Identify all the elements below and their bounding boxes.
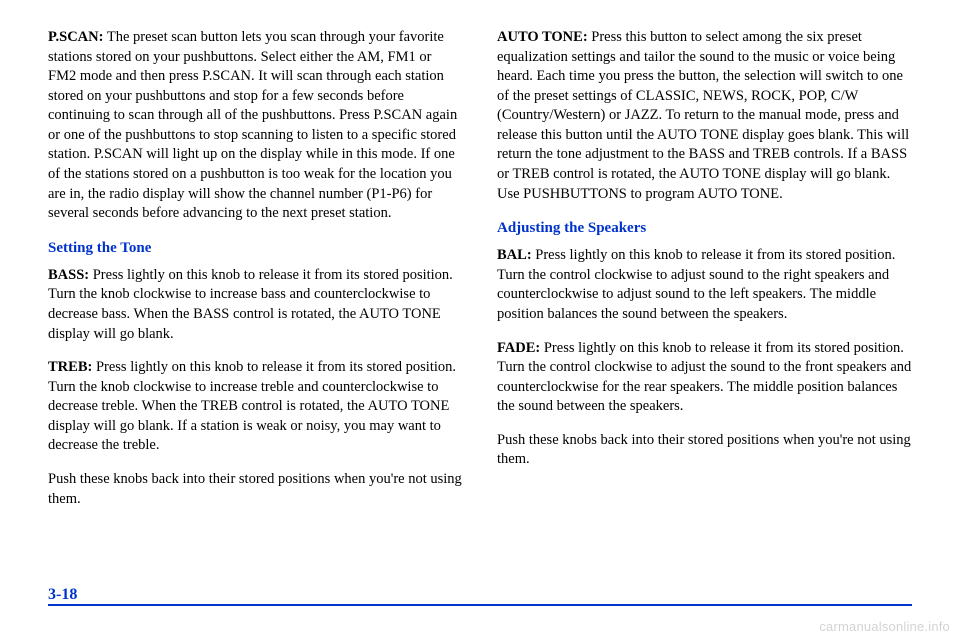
bass-label: BASS: — [48, 267, 89, 283]
autotone-text: Press this button to select among the si… — [497, 29, 909, 202]
adjusting-speakers-heading: Adjusting the Speakers — [497, 218, 912, 238]
right-column: AUTO TONE: Press this button to select a… — [497, 28, 912, 523]
two-column-layout: P.SCAN: The preset scan button lets you … — [48, 28, 912, 523]
autotone-label: AUTO TONE: — [497, 29, 588, 45]
right-push-note: Push these knobs back into their stored … — [497, 431, 912, 470]
watermark: carmanualsonline.info — [819, 619, 950, 634]
left-push-note: Push these knobs back into their stored … — [48, 470, 463, 509]
page: P.SCAN: The preset scan button lets you … — [0, 0, 960, 523]
autotone-paragraph: AUTO TONE: Press this button to select a… — [497, 28, 912, 204]
footer-rule — [48, 604, 912, 606]
bal-paragraph: BAL: Press lightly on this knob to relea… — [497, 246, 912, 324]
treb-paragraph: TREB: Press lightly on this knob to rele… — [48, 358, 463, 456]
pscan-paragraph: P.SCAN: The preset scan button lets you … — [48, 28, 463, 224]
fade-label: FADE: — [497, 340, 540, 356]
page-footer: 3-18 — [48, 584, 912, 606]
bal-text: Press lightly on this knob to release it… — [497, 247, 895, 322]
fade-paragraph: FADE: Press lightly on this knob to rele… — [497, 339, 912, 417]
bass-text: Press lightly on this knob to release it… — [48, 267, 453, 342]
setting-tone-heading: Setting the Tone — [48, 238, 463, 258]
fade-text: Press lightly on this knob to release it… — [497, 340, 911, 415]
pscan-text: The preset scan button lets you scan thr… — [48, 29, 457, 221]
left-column: P.SCAN: The preset scan button lets you … — [48, 28, 463, 523]
page-number: 3-18 — [48, 586, 912, 604]
treb-label: TREB: — [48, 359, 92, 375]
bass-paragraph: BASS: Press lightly on this knob to rele… — [48, 266, 463, 344]
pscan-label: P.SCAN: — [48, 29, 103, 45]
treb-text: Press lightly on this knob to release it… — [48, 359, 456, 453]
bal-label: BAL: — [497, 247, 532, 263]
